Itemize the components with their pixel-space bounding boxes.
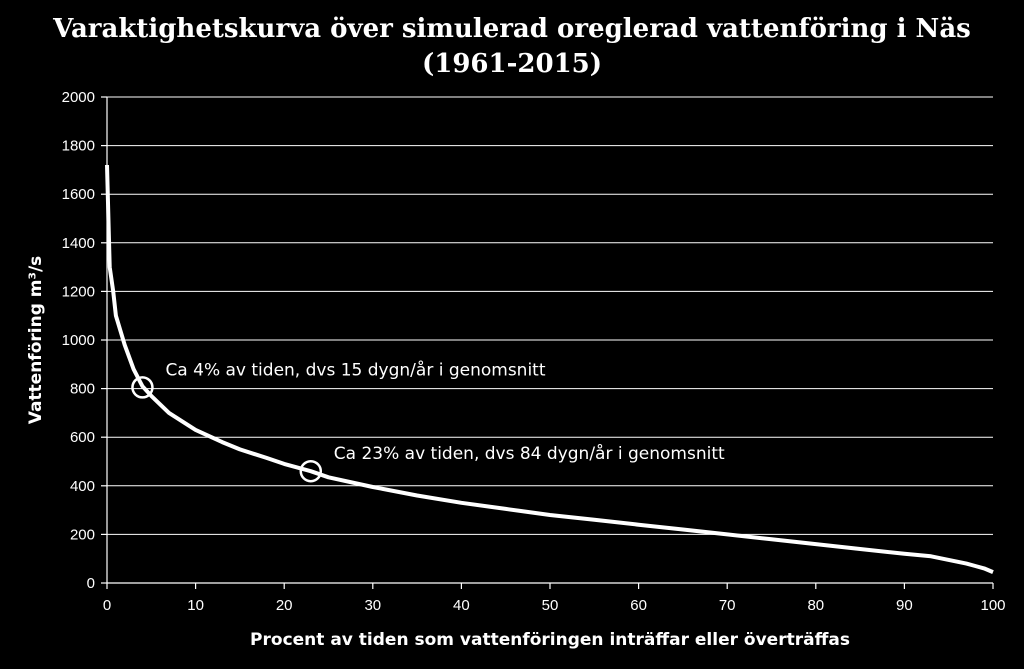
y-tick-label: 1000 <box>62 332 95 349</box>
annotation-label: Ca 23% av tiden, dvs 84 dygn/år i genoms… <box>334 443 725 464</box>
y-tick-label: 0 <box>87 575 95 592</box>
duration-curve-line <box>105 164 994 574</box>
x-tick-label: 100 <box>980 597 1005 614</box>
x-tick-label: 80 <box>807 597 824 614</box>
x-tick-label: 90 <box>896 597 913 614</box>
annotation-label: Ca 4% av tiden, dvs 15 dygn/år i genomsn… <box>165 359 545 380</box>
chart-subtitle: (1961-2015) <box>422 49 602 79</box>
series-layer <box>105 164 994 574</box>
y-tick-label: 200 <box>70 526 95 543</box>
y-tick-label: 1800 <box>62 138 95 155</box>
x-tick-label: 40 <box>453 597 470 614</box>
tick-labels: 0 200 400 600 800 1000 1200 1400 1600 1800 2000 0 10… <box>62 89 1006 614</box>
y-axis-label: Vattenföring m³/s <box>26 256 46 425</box>
x-tick-label: 70 <box>719 597 736 614</box>
x-axis-label: Procent av tiden som vattenföringen intr… <box>250 630 850 650</box>
annotation-marker <box>299 459 323 483</box>
gridlines <box>107 96 993 535</box>
y-tick-label: 2000 <box>62 89 95 106</box>
x-tick-label: 20 <box>276 597 293 614</box>
x-tick-label: 30 <box>364 597 381 614</box>
y-tick-label: 1400 <box>62 235 95 252</box>
x-tick-label: 10 <box>187 597 204 614</box>
y-tick-label: 1200 <box>62 283 95 300</box>
annotations: Ca 4% av tiden, dvs 15 dygn/år i genomsn… <box>131 359 725 483</box>
x-tick-label: 0 <box>103 597 111 614</box>
x-tick-label: 50 <box>542 597 559 614</box>
y-tick-label: 800 <box>70 381 95 398</box>
y-tick-label: 1600 <box>62 186 95 203</box>
chart-title: Varaktighetskurva över simulerad oregler… <box>52 14 971 44</box>
x-tick-label: 60 <box>630 597 647 614</box>
y-tick-label: 600 <box>70 429 95 446</box>
y-tick-label: 400 <box>70 478 95 495</box>
annotation-marker <box>131 376 154 399</box>
